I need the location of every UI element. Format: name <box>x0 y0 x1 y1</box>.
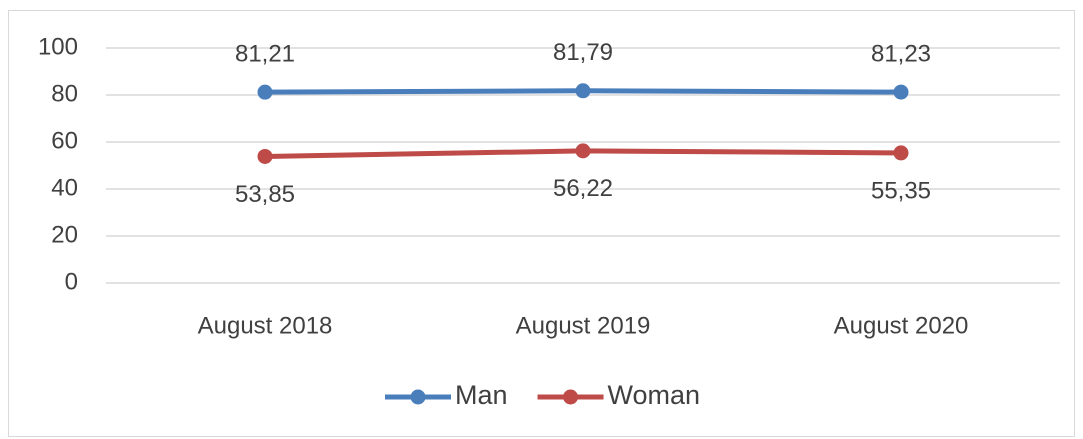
x-tick-label: August 2020 <box>834 312 969 339</box>
data-point <box>257 148 273 164</box>
data-point <box>257 84 273 100</box>
y-tick-label: 100 <box>38 33 78 60</box>
legend-label: Man <box>455 380 508 410</box>
data-point <box>893 84 909 100</box>
data-point <box>893 145 909 161</box>
y-tick-label: 0 <box>65 268 78 295</box>
data-label: 56,22 <box>553 175 613 202</box>
legend-label: Woman <box>608 380 701 410</box>
data-label: 81,21 <box>235 41 295 68</box>
data-point <box>575 83 591 99</box>
y-tick-label: 60 <box>51 127 78 154</box>
chart-frame <box>8 10 1075 437</box>
data-label: 55,35 <box>871 177 931 204</box>
legend-marker <box>563 389 579 405</box>
data-label: 81,79 <box>553 39 613 66</box>
data-label: 81,23 <box>871 40 931 67</box>
y-tick-label: 80 <box>51 80 78 107</box>
y-tick-label: 20 <box>51 221 78 248</box>
x-tick-label: August 2018 <box>198 312 333 339</box>
y-tick-label: 40 <box>51 174 78 201</box>
legend-marker <box>410 389 426 405</box>
x-tick-label: August 2019 <box>516 312 651 339</box>
data-point <box>575 143 591 159</box>
data-label: 53,85 <box>235 181 295 208</box>
